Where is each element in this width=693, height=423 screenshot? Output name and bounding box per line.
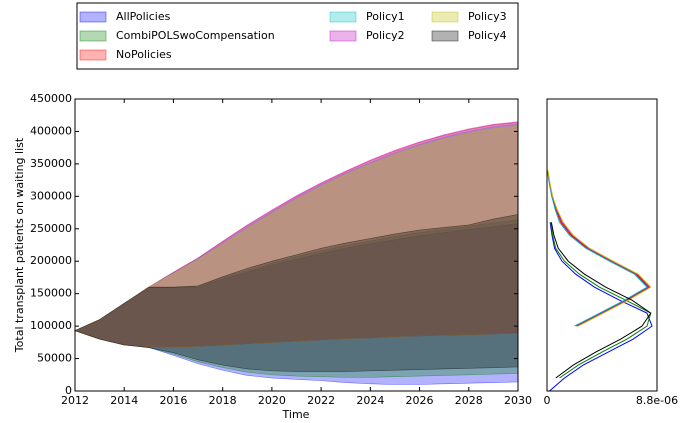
legend-swatch	[79, 30, 107, 42]
legend-label: NoPolicies	[116, 48, 172, 61]
y-tick-label: 400000	[30, 124, 72, 137]
y-axis-label: Total transplant patients on waiting lis…	[13, 137, 26, 353]
legend-swatch	[79, 11, 107, 23]
legend-label: Policy3	[468, 10, 507, 23]
legend-label: CombiPOLSwoCompensation	[116, 29, 275, 42]
axes-frame	[74, 98, 519, 392]
legend-swatch	[329, 30, 357, 42]
density-line	[547, 170, 648, 327]
x-tick-label: 2028	[455, 394, 483, 407]
x-axis-label: Time	[282, 408, 310, 421]
y-tick-label: 150000	[30, 287, 72, 300]
x-tick-label: 2020	[258, 394, 286, 407]
density-line	[547, 170, 651, 327]
x-tick-label: 2018	[209, 394, 237, 407]
density-line	[550, 222, 652, 379]
legend-swatch	[329, 11, 357, 23]
x-tick-label: 2026	[406, 394, 434, 407]
x-tick-label: 2014	[110, 394, 138, 407]
x-tick-label: 0	[544, 394, 551, 407]
x-tick-label: 2024	[356, 394, 384, 407]
y-tick-label: 0	[65, 384, 72, 397]
y-tick-label: 450000	[30, 92, 72, 105]
legend-swatch	[431, 11, 459, 23]
x-tick-label: 8.8e-06	[636, 394, 678, 407]
legend-frame	[76, 2, 519, 70]
legend-label: Policy4	[468, 29, 507, 42]
x-tick-label: 2022	[307, 394, 335, 407]
density-line	[549, 222, 653, 392]
x-tick-label: 2012	[61, 394, 89, 407]
legend-label: AllPolicies	[116, 10, 171, 23]
density-line	[547, 170, 650, 327]
y-tick-label: 350000	[30, 157, 72, 170]
y-tick-label: 200000	[30, 254, 72, 267]
legend-swatch	[431, 30, 459, 42]
y-tick-label: 50000	[37, 352, 72, 365]
legend-label: Policy1	[366, 10, 405, 23]
legend-swatch	[79, 49, 107, 61]
density-line	[550, 222, 652, 379]
y-tick-label: 100000	[30, 319, 72, 332]
density-line	[547, 170, 652, 327]
y-tick-label: 300000	[30, 189, 72, 202]
legend-label: Policy2	[366, 29, 405, 42]
y-tick-label: 250000	[30, 222, 72, 235]
x-tick-label: 2016	[159, 394, 187, 407]
axes-frame	[546, 98, 658, 392]
x-tick-label: 2030	[504, 394, 532, 407]
